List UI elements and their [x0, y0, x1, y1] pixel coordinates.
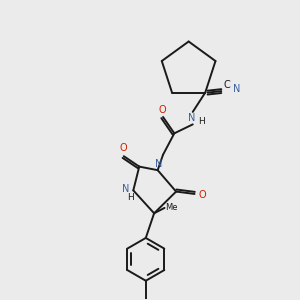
Text: N: N [122, 184, 130, 194]
Text: O: O [159, 105, 166, 115]
Text: N: N [188, 113, 195, 124]
Text: H: H [198, 117, 204, 126]
Text: Me: Me [165, 203, 177, 212]
Text: O: O [119, 143, 127, 153]
Text: C: C [224, 80, 230, 90]
Text: N: N [233, 84, 241, 94]
Text: H: H [127, 193, 134, 202]
Text: O: O [198, 190, 206, 200]
Text: N: N [155, 159, 163, 169]
